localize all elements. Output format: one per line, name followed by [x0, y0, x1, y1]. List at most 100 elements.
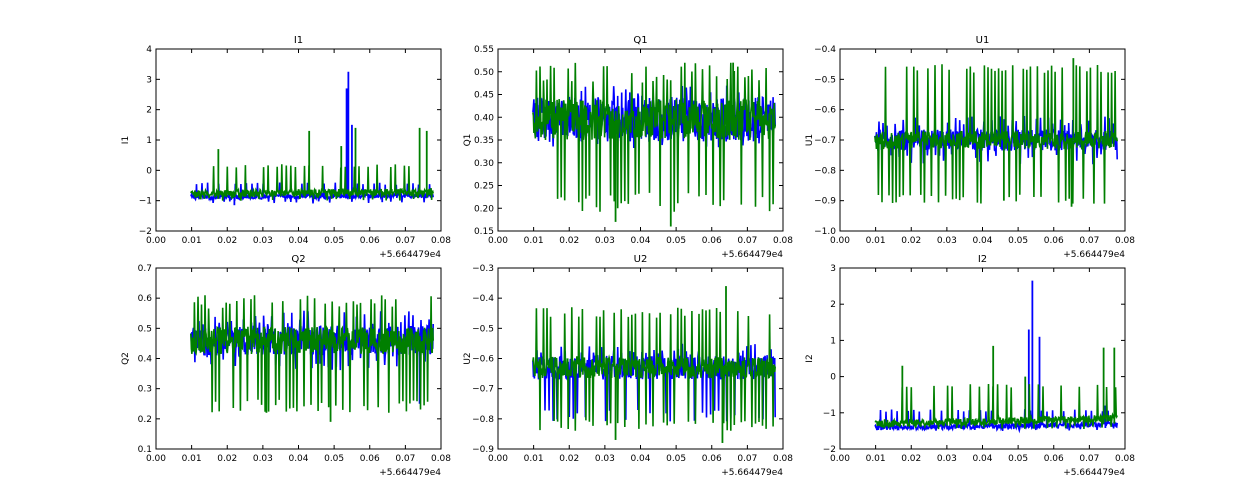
y-tick-label: 1 [146, 136, 152, 146]
x-tick-label: 0.06 [702, 454, 722, 464]
x-tick-label: 0.02 [559, 236, 579, 246]
x-tick-label: 0.08 [773, 236, 793, 246]
x-tick-label: 0.07 [737, 236, 757, 246]
x-offset-label: +5.664479e4 [379, 250, 441, 260]
y-axis-label: U1 [805, 134, 815, 146]
x-tick-label: 0.00 [146, 454, 166, 464]
subplot-q1: 0.00 0.01 0.02 0.03 0.04 0.05 0.06 0.07 0.08 0.15… [463, 35, 793, 260]
y-tick-label: 0.2 [138, 415, 152, 425]
x-tick-label: 0.00 [830, 454, 850, 464]
y-tick-label: 0.3 [138, 385, 152, 395]
x-tick-label: 0.06 [1044, 236, 1064, 246]
x-tick-label: 0.03 [937, 454, 957, 464]
subplot-title: Q1 [633, 35, 647, 46]
y-axis-label: I2 [805, 354, 815, 362]
y-tick-label: 0.6 [138, 294, 153, 304]
y-tick-label: 2 [146, 106, 152, 116]
subplot-title: I2 [978, 254, 987, 265]
x-tick-label: 0.06 [1044, 454, 1064, 464]
y-axis-label: Q2 [121, 352, 131, 365]
x-tick-label: 0.05 [1008, 454, 1028, 464]
y-tick-label: 0 [146, 166, 152, 176]
subplot-u1: 0.00 0.01 0.02 0.03 0.04 0.05 0.06 0.07 0.08 −1.0… [805, 35, 1135, 260]
subplot-i2: 0.00 0.01 0.02 0.03 0.04 0.05 0.06 0.07 0.08 −2 −1… [805, 254, 1135, 478]
subplot-title: I1 [294, 35, 303, 46]
y-tick-label: −0.6 [472, 355, 494, 365]
y-tick-label: 0.5 [138, 324, 152, 334]
y-axis-label: I1 [121, 136, 131, 144]
series-green-line [190, 164, 434, 201]
series-green-line [190, 295, 434, 413]
x-offset-label: +5.664479e4 [1063, 250, 1125, 260]
y-tick-label: −0.9 [472, 445, 494, 455]
y-tick-label: −0.4 [814, 45, 836, 55]
x-tick-label: 0.00 [830, 236, 850, 246]
y-tick-label: 0.7 [138, 264, 152, 274]
x-tick-label: 0.01 [524, 236, 544, 246]
y-tick-label: 3 [830, 264, 836, 274]
y-tick-label: 0.50 [474, 68, 494, 78]
y-tick-label: 1 [830, 336, 836, 346]
x-tick-label: 0.00 [488, 454, 508, 464]
x-tick-label: 0.05 [666, 236, 686, 246]
x-tick-label: 0.05 [666, 454, 686, 464]
axes-frame [155, 48, 442, 232]
subplot-title: Q2 [291, 254, 305, 265]
x-tick-label: 0.01 [182, 236, 202, 246]
subplot-title: U1 [976, 35, 990, 46]
x-tick-label: 0.05 [1008, 236, 1028, 246]
y-tick-label: 0.20 [474, 204, 494, 214]
x-tick-label: 0.08 [431, 236, 451, 246]
x-tick-label: 0.02 [217, 236, 237, 246]
x-offset-label: +5.664479e4 [721, 468, 783, 478]
y-tick-label: 0.40 [474, 113, 494, 123]
subplot-q2: 0.00 0.01 0.02 0.03 0.04 0.05 0.06 0.07 0.08 0.1 0… [121, 254, 451, 478]
x-tick-label: 0.06 [702, 236, 722, 246]
x-tick-label: 0.07 [1079, 236, 1099, 246]
y-tick-label: −2 [823, 445, 836, 455]
y-axis-label: Q1 [463, 134, 473, 147]
y-axis-label: U2 [463, 352, 473, 364]
y-tick-label: 3 [146, 75, 152, 85]
series-blue-line [874, 115, 1118, 165]
x-tick-label: 0.03 [253, 454, 273, 464]
x-tick-label: 0.03 [253, 236, 273, 246]
x-tick-label: 0.01 [866, 236, 886, 246]
y-tick-label: 0.30 [474, 159, 494, 169]
x-tick-label: 0.04 [288, 236, 308, 246]
y-tick-label: 0.15 [474, 227, 494, 237]
x-offset-label: +5.664479e4 [721, 250, 783, 260]
x-tick-label: 0.05 [324, 236, 344, 246]
x-tick-label: 0.08 [773, 454, 793, 464]
x-tick-label: 0.08 [1115, 236, 1135, 246]
x-tick-label: 0.02 [901, 454, 921, 464]
y-tick-label: −0.3 [472, 264, 494, 274]
y-tick-label: 0.25 [474, 182, 494, 192]
x-tick-label: 0.07 [395, 454, 415, 464]
y-tick-label: −0.8 [472, 415, 494, 425]
x-tick-label: 0.05 [324, 454, 344, 464]
x-tick-label: 0.03 [595, 454, 615, 464]
x-tick-label: 0.08 [431, 454, 451, 464]
x-tick-label: 0.06 [360, 454, 380, 464]
subplot-i1: 0.00 0.01 0.02 0.03 0.04 0.05 0.06 0.07 0.08 −2 −1… [121, 35, 451, 260]
series-green-line [874, 64, 1118, 204]
y-tick-label: 0.35 [474, 136, 494, 146]
x-tick-label: 0.02 [559, 454, 579, 464]
y-tick-label: −0.7 [814, 136, 836, 146]
y-tick-label: −0.6 [814, 106, 836, 116]
x-tick-label: 0.06 [360, 236, 380, 246]
y-tick-label: −1 [823, 409, 836, 419]
x-tick-label: 0.01 [524, 454, 544, 464]
x-tick-label: 0.08 [1115, 454, 1135, 464]
series-green-line [532, 307, 776, 431]
y-tick-label: 0 [830, 373, 836, 383]
x-tick-label: 0.04 [630, 454, 650, 464]
y-tick-label: 4 [146, 45, 152, 55]
x-offset-label: +5.664479e4 [1063, 468, 1125, 478]
x-tick-label: 0.07 [737, 454, 757, 464]
x-tick-label: 0.03 [595, 236, 615, 246]
y-tick-label: 0.45 [474, 91, 494, 101]
series-green-line [532, 62, 776, 212]
x-tick-label: 0.01 [866, 454, 886, 464]
